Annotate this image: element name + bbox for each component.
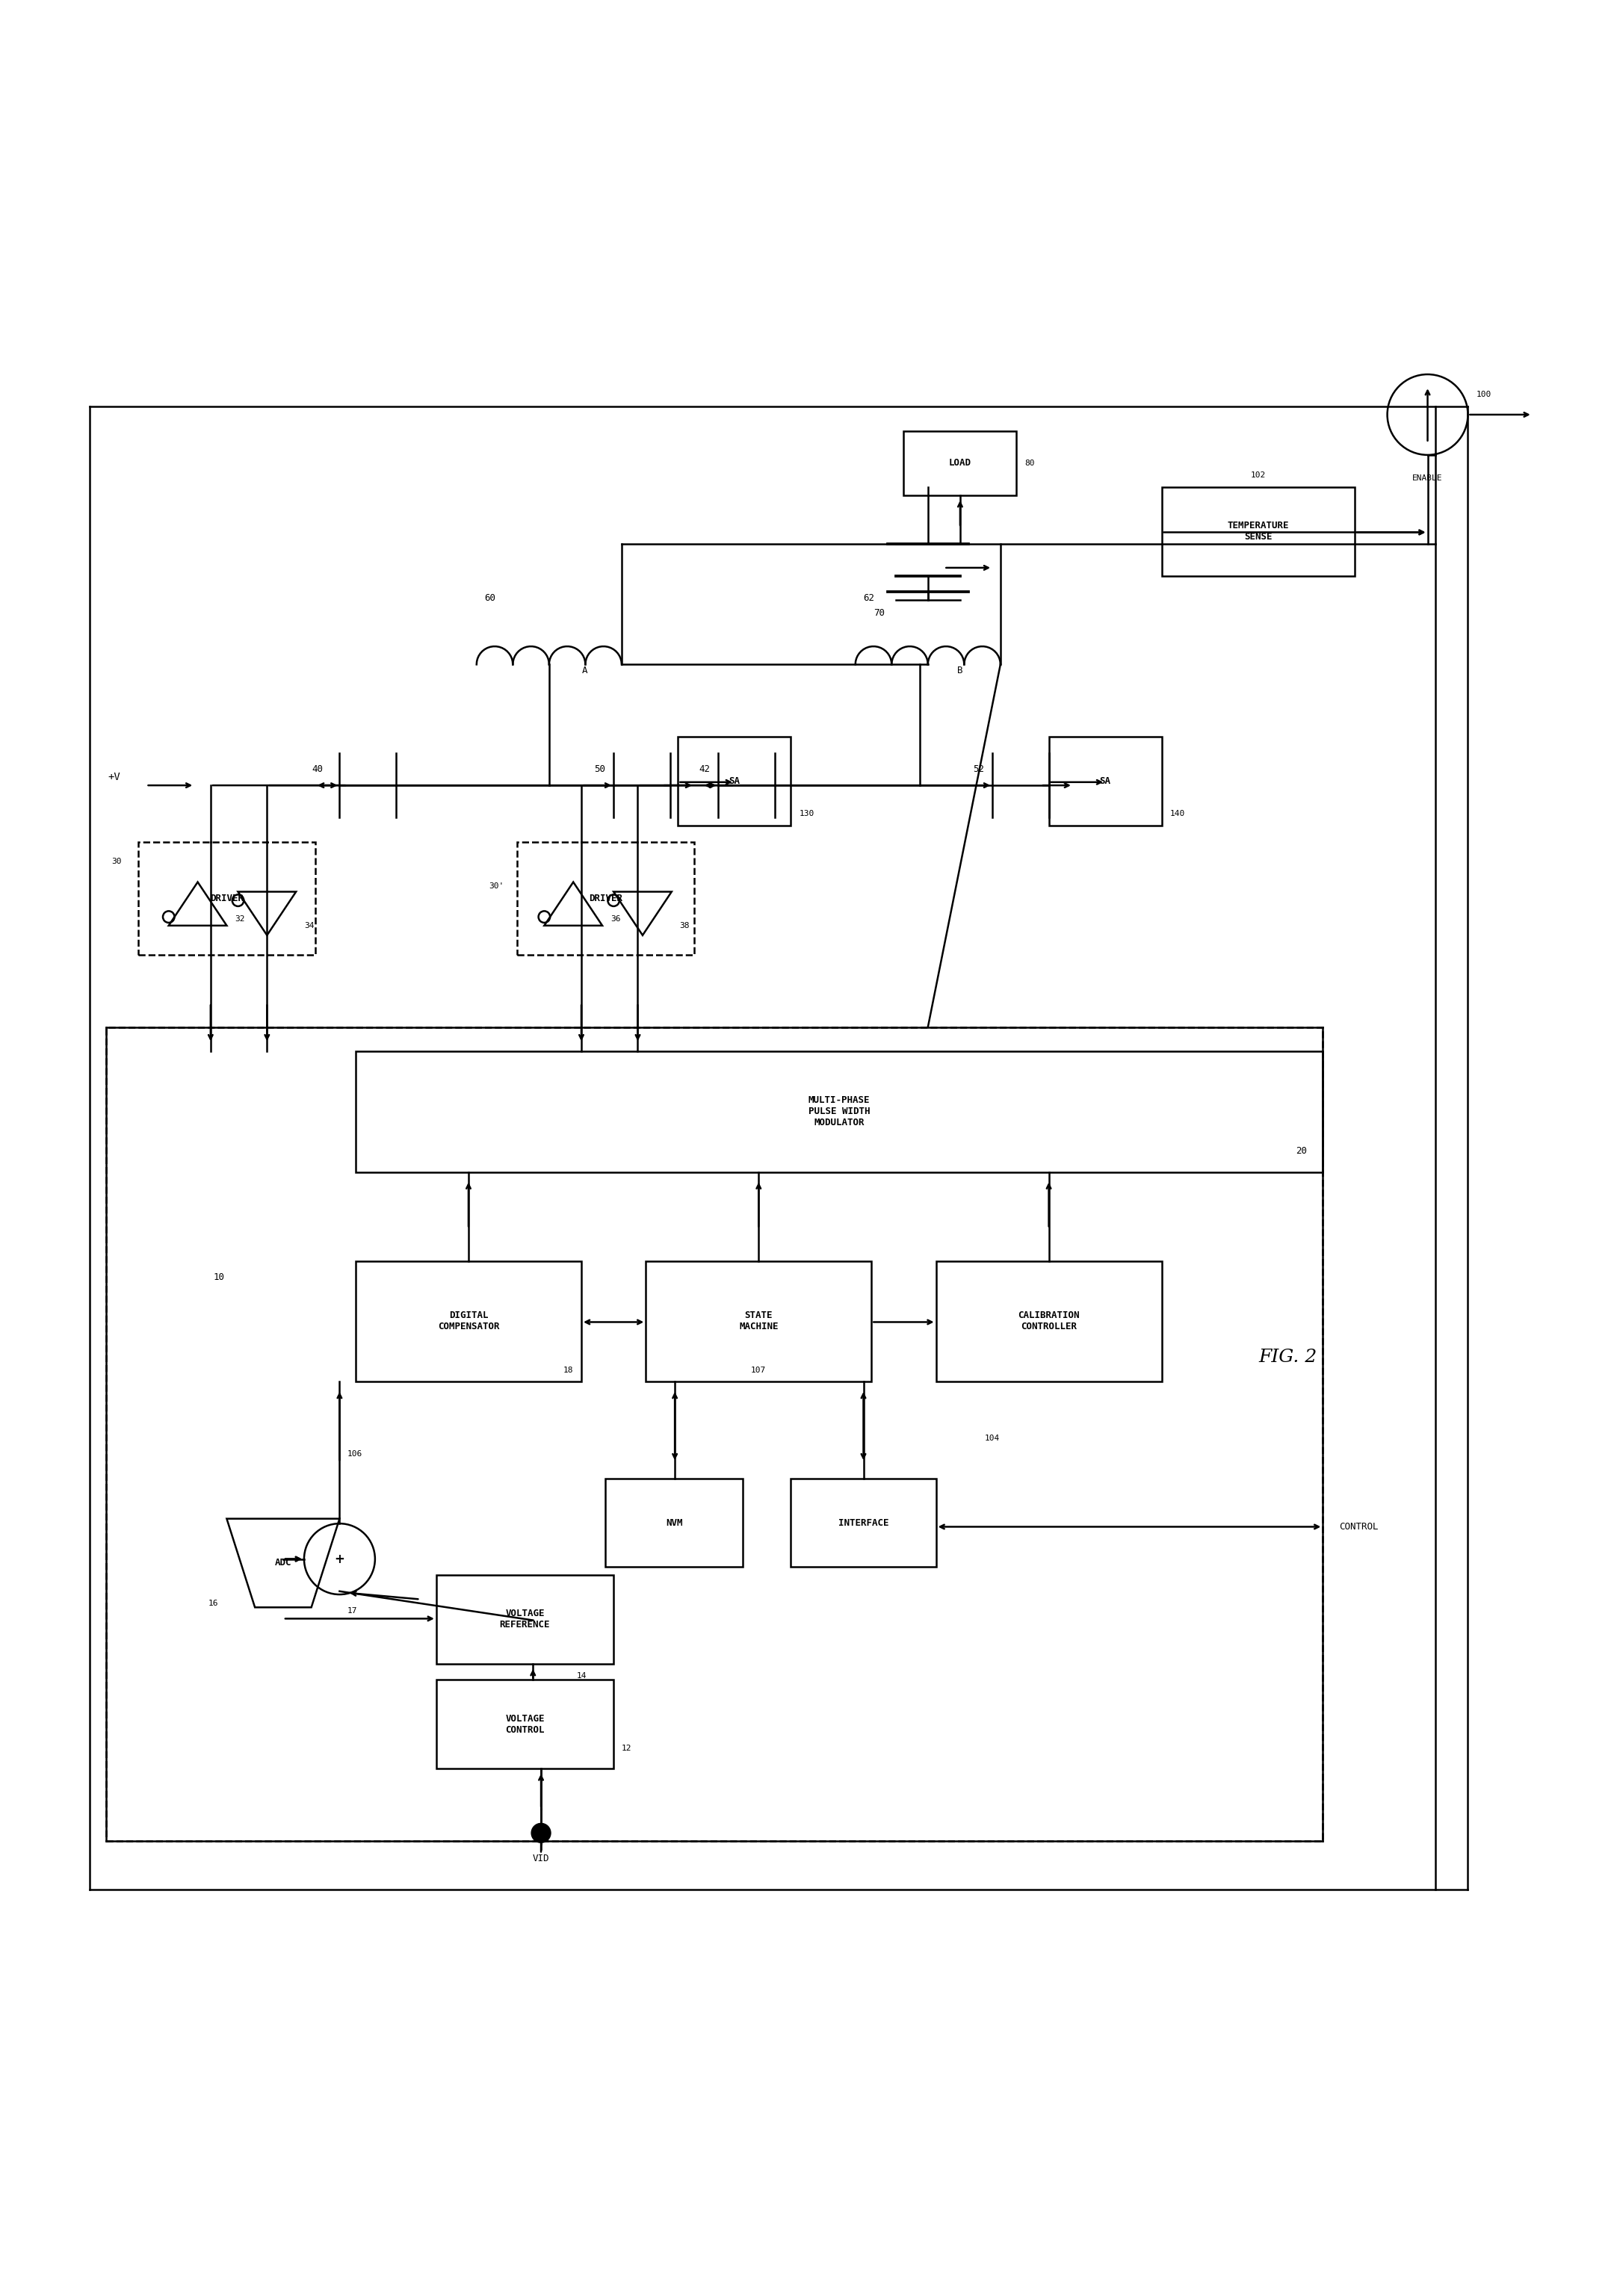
Text: 80: 80 xyxy=(1025,459,1035,466)
Text: 130: 130 xyxy=(799,810,813,817)
Text: DRIVER: DRIVER xyxy=(589,893,623,902)
Text: ENABLE: ENABLE xyxy=(1412,475,1443,482)
Text: 30': 30' xyxy=(489,882,504,889)
Text: LOAD: LOAD xyxy=(949,459,972,468)
Text: VID: VID xyxy=(533,1853,549,1864)
Text: 10: 10 xyxy=(213,1272,224,1281)
Text: 60: 60 xyxy=(484,592,495,604)
Bar xyxy=(646,1261,872,1382)
Text: DIGITAL
COMPENSATOR: DIGITAL COMPENSATOR xyxy=(437,1311,499,1332)
Bar xyxy=(436,1575,613,1665)
Text: 100: 100 xyxy=(1475,390,1491,400)
Text: 38: 38 xyxy=(679,921,689,930)
Text: CALIBRATION
CONTROLLER: CALIBRATION CONTROLLER xyxy=(1018,1311,1080,1332)
Bar xyxy=(436,1681,613,1768)
Text: +V: +V xyxy=(108,771,119,783)
Bar xyxy=(1162,487,1356,576)
Text: 52: 52 xyxy=(973,765,985,774)
Text: 12: 12 xyxy=(621,1745,631,1752)
Text: 102: 102 xyxy=(1251,471,1265,480)
Text: STATE
MACHINE: STATE MACHINE xyxy=(739,1311,778,1332)
Text: 42: 42 xyxy=(699,765,710,774)
Bar xyxy=(791,1479,936,1568)
Text: TEMPERATURE
SENSE: TEMPERATURE SENSE xyxy=(1228,521,1290,542)
Bar xyxy=(139,843,315,955)
Text: INTERFACE: INTERFACE xyxy=(838,1518,889,1527)
Text: MULTI-PHASE
PULSE WIDTH
MODULATOR: MULTI-PHASE PULSE WIDTH MODULATOR xyxy=(809,1095,870,1127)
Text: 34: 34 xyxy=(303,921,315,930)
Bar xyxy=(355,1261,581,1382)
Bar xyxy=(107,1026,1323,1841)
Bar xyxy=(904,432,1017,496)
Text: 18: 18 xyxy=(563,1366,573,1373)
Text: 36: 36 xyxy=(610,916,620,923)
Bar xyxy=(936,1261,1162,1382)
Bar xyxy=(605,1479,742,1568)
Text: FIG. 2: FIG. 2 xyxy=(1259,1350,1317,1366)
Text: DRIVER: DRIVER xyxy=(210,893,244,902)
Text: SA: SA xyxy=(730,776,741,785)
Text: 40: 40 xyxy=(312,765,323,774)
Bar xyxy=(678,737,791,827)
Text: ADC: ADC xyxy=(274,1559,292,1568)
Text: 106: 106 xyxy=(347,1451,363,1458)
Text: VOLTAGE
REFERENCE: VOLTAGE REFERENCE xyxy=(500,1609,550,1630)
Text: 17: 17 xyxy=(347,1607,358,1614)
Text: 32: 32 xyxy=(234,916,245,923)
Text: CONTROL: CONTROL xyxy=(1340,1522,1378,1531)
Bar xyxy=(516,843,694,955)
Bar xyxy=(355,1052,1323,1173)
Text: 20: 20 xyxy=(1296,1146,1307,1157)
Text: VOLTAGE
CONTROL: VOLTAGE CONTROL xyxy=(505,1713,544,1736)
Text: 140: 140 xyxy=(1170,810,1185,817)
Text: B: B xyxy=(957,666,964,675)
Text: SA: SA xyxy=(1099,776,1110,785)
Text: +: + xyxy=(334,1552,345,1566)
Text: NVM: NVM xyxy=(665,1518,683,1527)
Text: 14: 14 xyxy=(576,1671,586,1678)
Circle shape xyxy=(531,1823,550,1844)
Bar xyxy=(1049,737,1162,827)
Text: 104: 104 xyxy=(985,1435,999,1442)
Text: 50: 50 xyxy=(594,765,605,774)
Text: 16: 16 xyxy=(208,1600,218,1607)
Text: 30: 30 xyxy=(111,859,123,866)
Text: 62: 62 xyxy=(863,592,875,604)
Text: A: A xyxy=(581,666,587,675)
Text: 70: 70 xyxy=(873,608,884,618)
Text: 107: 107 xyxy=(751,1366,767,1373)
